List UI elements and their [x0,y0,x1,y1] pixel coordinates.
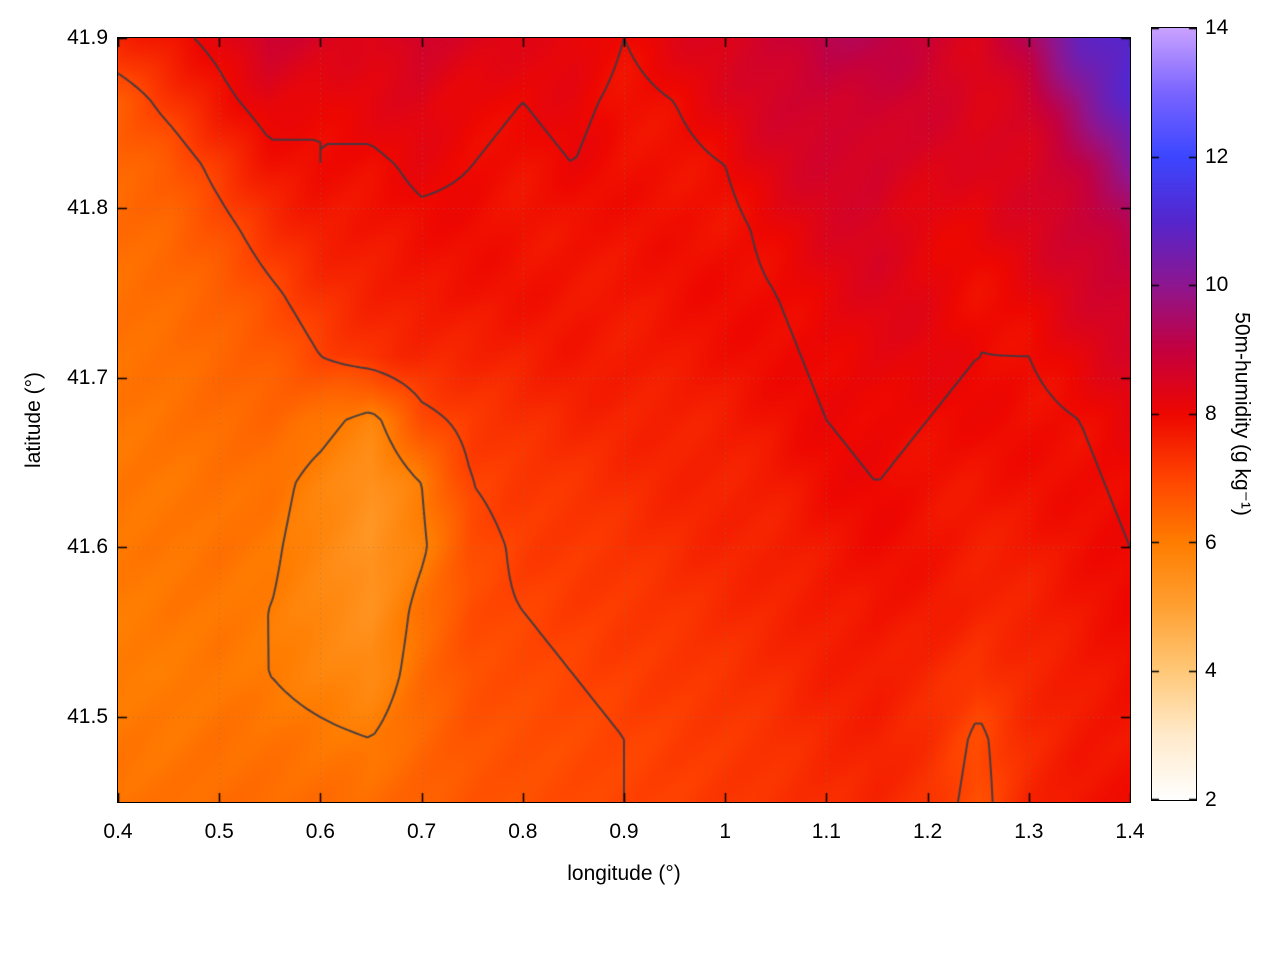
x-tick-label: 0.9 [609,820,639,843]
x-tick-label: 0.7 [406,820,437,843]
colorbar-tick-label: 4 [1205,659,1217,683]
y-tick-label: 41.8 [67,195,108,219]
x-tick-label: 1.1 [811,820,841,843]
y-tick-label: 41.5 [67,705,108,729]
x-tick-label: 1.2 [912,820,943,843]
colorbar-tick-label: 14 [1205,16,1229,39]
x-axis-title: longitude (°) [567,862,681,885]
colorbar-tick-label: 2 [1205,788,1217,811]
colorbar-tick-label: 12 [1205,144,1229,168]
colorbar [1151,27,1197,801]
x-tick-label: 0.4 [103,820,133,843]
x-tick-label: 0.5 [204,820,234,843]
y-axis-title: latitude (°) [22,372,45,468]
y-tick-label: 41.7 [67,365,108,389]
x-tick-label: 1.3 [1014,820,1044,843]
colorbar-tick-label: 10 [1205,273,1229,297]
x-tick-label: 1.4 [1115,820,1145,843]
x-tick-label: 1 [719,820,732,843]
x-tick-label: 0.8 [508,820,538,843]
colorbar-title: 50m-humidity (g kg⁻¹) [1230,312,1254,516]
colorbar-tick-label: 6 [1205,530,1217,554]
x-tick-label: 0.6 [305,820,335,843]
heatmap-canvas [117,37,1131,803]
y-tick-label: 41.9 [67,26,108,49]
y-tick-label: 41.6 [67,535,108,559]
colorbar-tick-label: 8 [1205,402,1217,425]
